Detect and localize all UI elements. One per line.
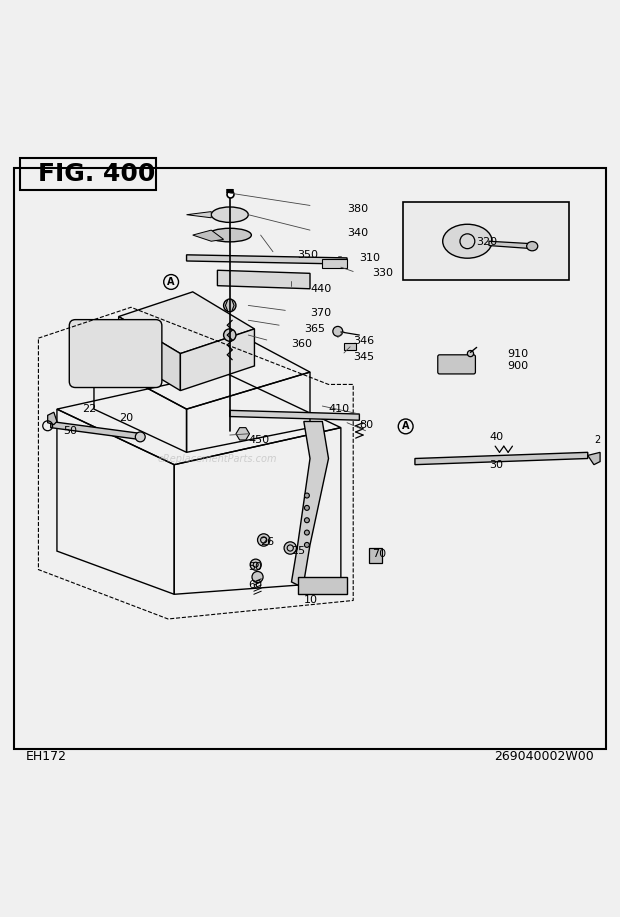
Text: 365: 365 — [304, 324, 325, 334]
Polygon shape — [236, 427, 249, 440]
Polygon shape — [48, 413, 57, 425]
Text: 346: 346 — [353, 337, 374, 347]
Circle shape — [224, 329, 236, 341]
Bar — [20, 158, 156, 190]
Bar — [322, 260, 347, 269]
Bar — [344, 343, 356, 350]
Text: 25: 25 — [291, 547, 306, 556]
Text: 50: 50 — [248, 561, 262, 571]
Polygon shape — [415, 452, 588, 465]
Circle shape — [304, 505, 309, 511]
Text: 320: 320 — [477, 238, 498, 248]
Ellipse shape — [211, 207, 248, 223]
Text: 50: 50 — [63, 425, 77, 436]
Circle shape — [304, 530, 309, 535]
Polygon shape — [588, 452, 600, 465]
Text: 310: 310 — [360, 253, 381, 263]
Circle shape — [304, 518, 309, 523]
Bar — [369, 548, 382, 563]
Circle shape — [250, 559, 261, 570]
Text: 360: 360 — [291, 339, 312, 349]
FancyBboxPatch shape — [69, 320, 162, 388]
Text: 10: 10 — [304, 595, 318, 605]
Polygon shape — [226, 299, 234, 312]
Text: 269040002W00: 269040002W00 — [494, 749, 594, 763]
Text: 380: 380 — [347, 204, 368, 214]
Polygon shape — [489, 241, 532, 249]
Text: 900: 900 — [508, 361, 529, 370]
Polygon shape — [187, 255, 347, 264]
Text: 30: 30 — [489, 459, 503, 470]
Polygon shape — [180, 329, 254, 391]
Text: 450: 450 — [248, 435, 270, 445]
Circle shape — [257, 534, 270, 547]
Text: 22: 22 — [82, 404, 96, 414]
Text: 340: 340 — [347, 228, 368, 238]
Text: EH172: EH172 — [26, 749, 67, 763]
Text: 330: 330 — [372, 269, 392, 279]
Text: 2: 2 — [594, 435, 600, 445]
Text: 40: 40 — [489, 432, 503, 442]
Circle shape — [304, 543, 309, 547]
Ellipse shape — [443, 225, 492, 259]
Circle shape — [304, 493, 309, 498]
Circle shape — [252, 571, 263, 582]
Ellipse shape — [526, 241, 538, 251]
Text: A: A — [402, 422, 409, 431]
Text: 60: 60 — [248, 580, 262, 590]
Circle shape — [467, 350, 474, 357]
Bar — [402, 203, 569, 280]
Text: A: A — [167, 277, 175, 287]
Polygon shape — [193, 230, 224, 241]
Circle shape — [284, 542, 296, 554]
Polygon shape — [51, 422, 143, 440]
Text: 910: 910 — [508, 348, 529, 359]
Text: 70: 70 — [372, 549, 386, 559]
Text: 80: 80 — [360, 420, 373, 429]
Text: 410: 410 — [329, 404, 350, 414]
Text: 350: 350 — [298, 249, 319, 260]
Polygon shape — [187, 212, 211, 217]
Text: FIG. 400: FIG. 400 — [38, 162, 156, 186]
FancyBboxPatch shape — [438, 355, 476, 374]
Circle shape — [333, 326, 343, 337]
Text: 26: 26 — [260, 536, 275, 547]
Circle shape — [135, 432, 145, 442]
Polygon shape — [298, 577, 347, 594]
Text: 20: 20 — [118, 414, 133, 424]
Text: 440: 440 — [310, 283, 331, 293]
Polygon shape — [118, 316, 180, 391]
Polygon shape — [218, 271, 310, 289]
Ellipse shape — [208, 228, 251, 242]
Polygon shape — [230, 410, 360, 420]
Circle shape — [224, 299, 236, 312]
Text: 345: 345 — [353, 351, 374, 361]
Text: 370: 370 — [310, 308, 331, 318]
Text: eReplacementParts.com: eReplacementParts.com — [157, 454, 277, 463]
Polygon shape — [118, 292, 254, 354]
Polygon shape — [291, 422, 329, 585]
